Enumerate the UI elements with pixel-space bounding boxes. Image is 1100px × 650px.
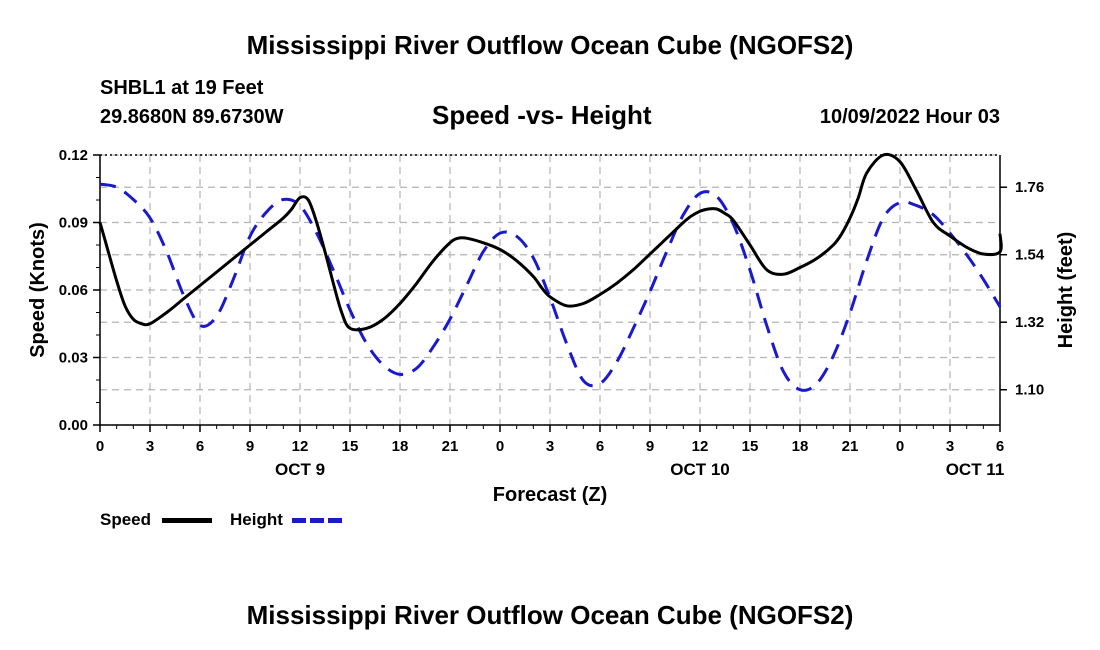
date-label: OCT 9: [275, 460, 325, 479]
axis-labels: 0 3 6 9 12 15 18 21 0 3 6 9 12 15 18 21 0 3 6 OCT 9 OCT 10 OC…: [27, 147, 1077, 506]
date-label: OCT 11: [946, 460, 1005, 479]
x-tick-label: 3: [546, 438, 554, 455]
footer-title: Mississippi River Outflow Ocean Cube (NG…: [246, 600, 854, 630]
grid-lines: [99, 154, 1001, 426]
x-tick-label: 18: [792, 438, 809, 455]
y2-tick-label: 1.54: [1015, 247, 1045, 264]
x-axis-title: Forecast (Z): [493, 484, 607, 506]
height-series-line: [99, 182, 1002, 392]
legend-height-label: Height: [230, 510, 283, 529]
date-label: OCT 10: [670, 460, 730, 479]
y2-tick-label: 1.10: [1015, 382, 1044, 399]
y-tick-label: 0.06: [59, 282, 88, 299]
y-tick-label: 0.12: [59, 147, 88, 164]
y2-tick-label: 1.32: [1015, 314, 1044, 331]
x-tick-label: 12: [692, 438, 709, 455]
legend-height-swatch: [292, 518, 342, 523]
legend-speed-swatch: [162, 518, 212, 523]
speed-series-line: [98, 152, 1003, 332]
x-tick-label: 3: [946, 438, 954, 455]
x-tick-label: 6: [596, 438, 604, 455]
x-tick-label: 21: [442, 438, 459, 455]
x-tick-label: 6: [996, 438, 1004, 455]
forecast-datetime: 10/09/2022 Hour 03: [819, 106, 1000, 128]
page-title: Mississippi River Outflow Ocean Cube (NG…: [246, 30, 854, 60]
x-tick-label: 6: [196, 438, 204, 455]
x-tick-label: 9: [246, 438, 254, 455]
y-tick-label: 0.03: [59, 350, 88, 367]
x-tick-label: 0: [496, 438, 504, 455]
y2-tick-label: 1.76: [1015, 179, 1044, 196]
x-tick-label: 0: [96, 438, 104, 455]
x-tick-label: 0: [896, 438, 904, 455]
x-tick-label: 15: [742, 438, 759, 455]
legend-speed-label: Speed: [100, 510, 152, 529]
axes: [93, 154, 1007, 432]
station-name: SHBL1 at 19 Feet: [100, 77, 264, 99]
x-tick-label: 3: [146, 438, 154, 455]
y-tick-label: 0.09: [59, 215, 88, 232]
x-tick-label: 15: [342, 438, 359, 455]
y-tick-label: 0.00: [59, 417, 88, 434]
station-coordinates: 29.8680N 89.6730W: [100, 106, 284, 128]
y-axis-title: Speed (Knots): [27, 222, 49, 358]
x-tick-label: 18: [392, 438, 409, 455]
x-tick-label: 9: [646, 438, 654, 455]
x-tick-label: 21: [842, 438, 859, 455]
y2-axis-title: Height (feet): [1055, 232, 1077, 349]
x-tick-label: 12: [292, 438, 309, 455]
chart-subtitle: Speed -vs- Height: [432, 100, 652, 130]
